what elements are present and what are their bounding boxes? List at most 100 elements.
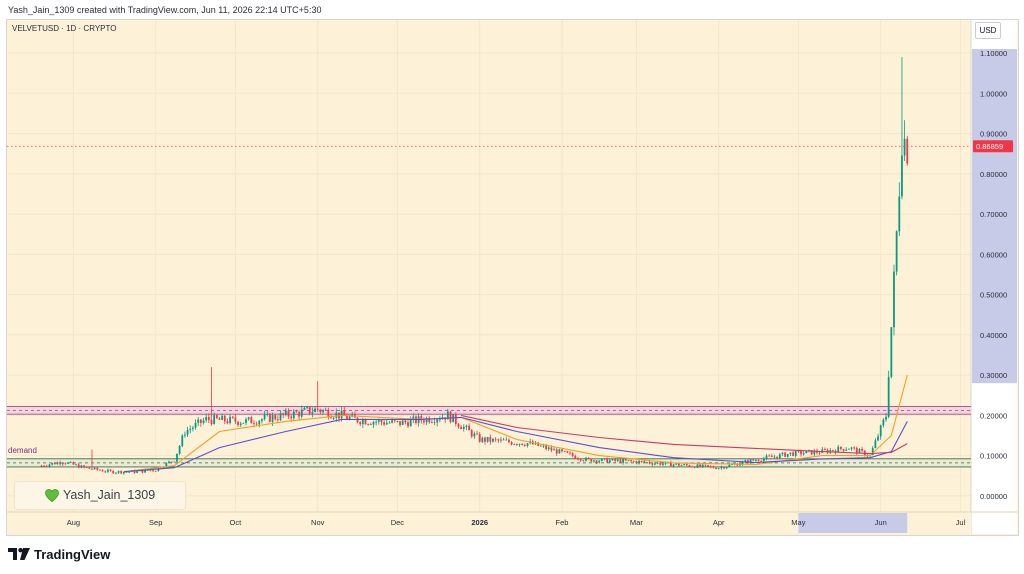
candle-body bbox=[646, 462, 648, 463]
candle-body bbox=[768, 455, 771, 457]
candle-body bbox=[539, 445, 542, 447]
candle-body bbox=[128, 471, 131, 473]
candle-body bbox=[168, 461, 170, 464]
candle-body bbox=[723, 467, 725, 469]
time-tick-label-Aug: Aug bbox=[67, 518, 80, 527]
candle-body bbox=[468, 425, 470, 431]
candle-body bbox=[136, 471, 139, 473]
price-tick-label: 0.60000 bbox=[980, 250, 1007, 259]
candle-body bbox=[218, 418, 221, 420]
candle-body bbox=[120, 470, 123, 474]
candle-body bbox=[635, 461, 638, 464]
price-tick-label: 0.10000 bbox=[980, 452, 1007, 461]
candle-body bbox=[813, 450, 816, 455]
candle-body bbox=[547, 447, 550, 450]
candle-body bbox=[824, 449, 826, 451]
candle-body bbox=[83, 465, 85, 468]
candle-body bbox=[906, 138, 909, 164]
green-heart-icon bbox=[45, 489, 59, 502]
candle-body bbox=[274, 415, 277, 420]
candle-body bbox=[741, 461, 744, 465]
candle-body bbox=[269, 413, 271, 422]
candle-body bbox=[88, 467, 91, 469]
candle-body bbox=[125, 471, 128, 473]
candle-body bbox=[760, 460, 763, 462]
candle-body bbox=[383, 422, 386, 425]
candle-body bbox=[223, 415, 226, 422]
candle-body bbox=[709, 466, 712, 468]
candle-body bbox=[346, 415, 348, 420]
candle-body bbox=[555, 449, 558, 454]
candle-body bbox=[284, 410, 287, 415]
candle-body bbox=[292, 411, 295, 419]
price-tick-label: 0.50000 bbox=[980, 291, 1007, 300]
candle-body bbox=[837, 446, 840, 453]
candle-body bbox=[377, 420, 380, 422]
candle-body bbox=[330, 417, 332, 419]
candle-body bbox=[762, 458, 765, 461]
candle-body bbox=[685, 464, 688, 466]
candle-body bbox=[361, 419, 364, 425]
candle-body bbox=[731, 464, 733, 466]
time-tick-label-Feb: Feb bbox=[556, 518, 569, 527]
candle-body bbox=[781, 452, 784, 455]
candle-body bbox=[879, 425, 882, 437]
candle-body bbox=[247, 417, 250, 420]
candle-body bbox=[425, 417, 428, 423]
candle-body bbox=[303, 408, 306, 410]
candle-body bbox=[104, 471, 107, 473]
candle-body bbox=[431, 421, 433, 423]
candle-body bbox=[486, 437, 489, 442]
candle-body bbox=[282, 413, 285, 415]
candle-body bbox=[523, 445, 526, 446]
tradingview-brand[interactable]: TradingView bbox=[8, 546, 110, 562]
candle-body bbox=[651, 463, 654, 465]
candle-body bbox=[693, 466, 696, 468]
candle-body bbox=[749, 459, 752, 464]
candle-body bbox=[165, 463, 168, 468]
candle-body bbox=[229, 416, 231, 424]
candle-body bbox=[99, 469, 101, 471]
candle-body bbox=[152, 470, 154, 472]
candle-body bbox=[805, 450, 808, 454]
time-axis-panel bbox=[7, 512, 971, 534]
candle-body bbox=[184, 434, 186, 436]
candle-body bbox=[654, 463, 656, 465]
candle-body bbox=[141, 470, 144, 473]
author-watermark: Yash_Jain_1309 bbox=[14, 481, 186, 510]
candle-body bbox=[133, 470, 136, 473]
candle-body bbox=[874, 440, 877, 448]
candle-body bbox=[502, 439, 505, 441]
candle-body bbox=[226, 421, 229, 424]
candle-body bbox=[672, 464, 675, 467]
candle-body bbox=[478, 434, 481, 442]
candle-body bbox=[117, 470, 120, 473]
candle-body bbox=[707, 465, 709, 467]
price-tick-label: 0.70000 bbox=[980, 210, 1007, 219]
price-tick-label: 0.00000 bbox=[980, 492, 1007, 501]
candle-body bbox=[508, 439, 510, 443]
candle-body bbox=[606, 458, 609, 463]
candle-body bbox=[215, 415, 218, 419]
candle-body bbox=[420, 416, 423, 421]
candle-body bbox=[786, 454, 789, 457]
candle-body bbox=[855, 447, 858, 453]
candle-body bbox=[789, 452, 792, 455]
candle-body bbox=[191, 427, 194, 429]
candle-body bbox=[213, 415, 216, 424]
candle-body bbox=[80, 465, 83, 468]
candle-body bbox=[582, 460, 585, 462]
candle-body bbox=[101, 470, 104, 472]
candle-body bbox=[388, 422, 391, 424]
candle-body bbox=[648, 462, 651, 464]
time-tick-label-Jul: Jul bbox=[956, 518, 966, 527]
candle-body bbox=[800, 450, 802, 455]
candle-body bbox=[412, 416, 415, 420]
moving-average-line-2 bbox=[123, 416, 908, 473]
candle-body bbox=[797, 450, 800, 452]
candle-body bbox=[237, 421, 239, 425]
candle-body bbox=[882, 419, 885, 426]
tradingview-wordmark: TradingView bbox=[34, 546, 111, 562]
currency-button[interactable]: USD bbox=[975, 22, 1001, 39]
